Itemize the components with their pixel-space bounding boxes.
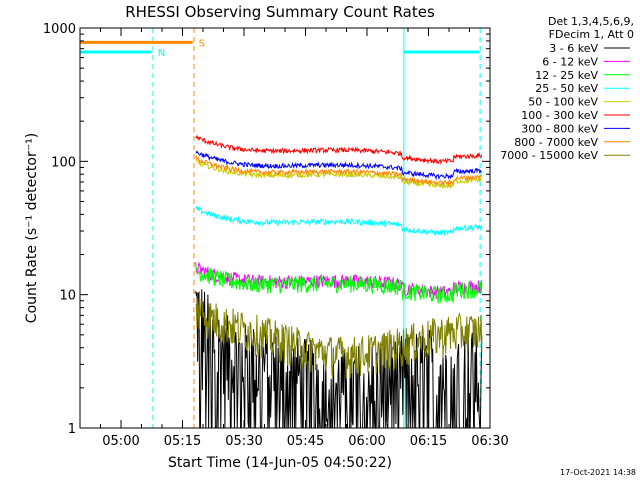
x-axis-ticks: 05:00 05:15 05:30 05:45 06:00 06:15 06:30 (79, 28, 509, 449)
x-tick-label: 06:30 (471, 434, 508, 449)
series-line-6 (195, 149, 482, 181)
plot-area: SN 05:00 05:15 05:30 05:45 06:00 06:15 06:30 1… (43, 22, 509, 449)
y-tick-label: 1 (68, 422, 76, 437)
series-line-5 (195, 134, 483, 166)
series-lines (195, 134, 483, 430)
legend-entry-label: 800 - 7000 keV (514, 136, 598, 149)
x-tick-label: 06:00 (348, 434, 385, 449)
legend-entry-label: 50 - 100 keV (528, 96, 598, 109)
legend-entry-label: 3 - 6 keV (549, 42, 598, 55)
x-tick-label: 06:15 (410, 434, 447, 449)
series-line-7 (195, 155, 483, 187)
y-tick-label: 10 (59, 289, 76, 304)
y-tick-label: 100 (51, 155, 76, 170)
legend-entry-label: 12 - 25 keV (535, 69, 598, 82)
y-axis-label: Count Rate (s⁻¹ detector⁻¹) (24, 133, 40, 323)
legend-entry-label: 6 - 12 keV (542, 55, 598, 68)
x-tick-label: 05:30 (225, 434, 262, 449)
x-tick-label: 05:45 (287, 434, 324, 449)
series-line-0 (195, 289, 483, 430)
series-line-8 (195, 298, 483, 379)
x-axis-label: Start Time (14-Jun-05 04:50:22) (168, 455, 392, 471)
legend: Det 1,3,4,5,6,9, FDecim 1, Att 0 3 - 6 k… (500, 15, 634, 162)
x-tick-label: 05:00 (102, 434, 139, 449)
y-axis-ticks: 1 10 100 1000 (43, 22, 490, 437)
legend-entry-label: 25 - 50 keV (535, 82, 598, 95)
annotations: SN (80, 38, 480, 59)
chart-title: RHESSI Observing Summary Count Rates (125, 3, 435, 21)
y-tick-label: 1000 (43, 22, 76, 37)
series-line-2 (195, 264, 483, 304)
series-line-3 (195, 204, 483, 236)
legend-header-line: FDecim 1, Att 0 (549, 28, 634, 41)
x-tick-label: 05:15 (164, 434, 201, 449)
legend-entry-label: 300 - 800 keV (521, 122, 598, 135)
footer-timestamp: 17-Oct-2021 14:38 (560, 468, 636, 477)
annotation-label: N (158, 48, 165, 59)
series-line-4 (195, 159, 483, 190)
legend-entry-label: 7000 - 15000 keV (500, 149, 598, 162)
annotation-label: S (199, 38, 205, 49)
legend-header-line: Det 1,3,4,5,6,9, (548, 15, 634, 28)
legend-entry-label: 100 - 300 keV (521, 109, 598, 122)
